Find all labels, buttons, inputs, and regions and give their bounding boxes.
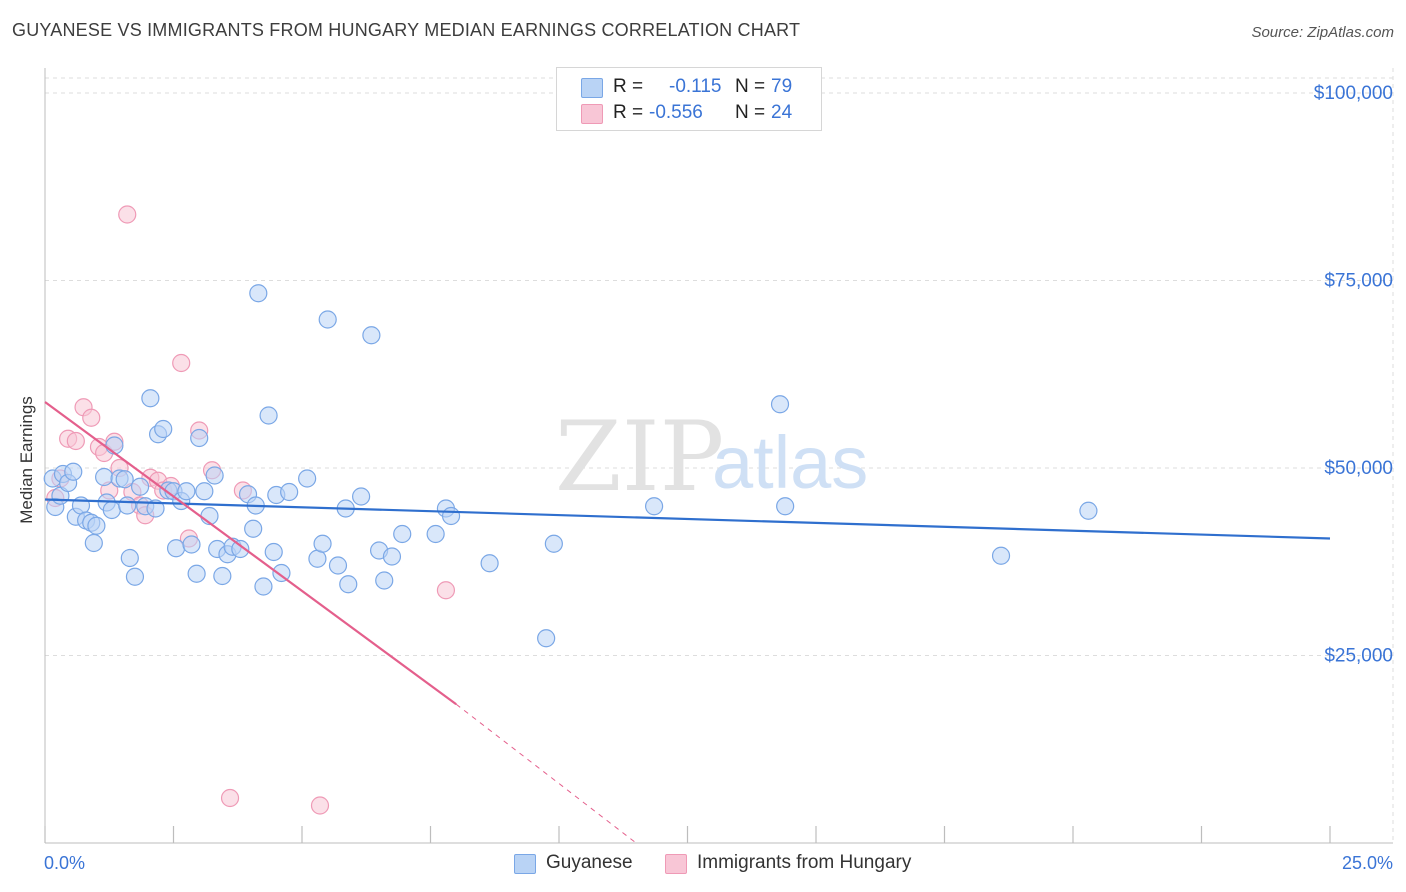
data-point	[118, 205, 137, 224]
data-point	[125, 567, 145, 586]
watermark-atlas: atlas	[712, 421, 868, 504]
data-point	[249, 284, 268, 303]
y-tick-label: $75,000	[1324, 271, 1393, 292]
legend-r-value: -0.556	[649, 102, 703, 123]
data-point	[177, 482, 196, 501]
data-point	[776, 497, 795, 516]
legend-r-label: R =	[613, 76, 644, 97]
data-point	[426, 524, 445, 544]
watermark: ZIP atlas	[555, 401, 868, 513]
x-tick-label-max: 25.0%	[1342, 853, 1393, 873]
series-guyanese-points	[43, 284, 1098, 648]
data-point	[436, 581, 456, 600]
data-point	[339, 575, 358, 594]
data-point	[352, 487, 371, 506]
legend-r-value: -0.115	[669, 76, 722, 97]
data-point	[118, 496, 137, 515]
source-label: Source: ZipAtlas.com	[1251, 24, 1394, 41]
y-tick-label: $50,000	[1324, 458, 1393, 479]
data-point	[254, 577, 273, 596]
data-point	[393, 524, 412, 544]
y-tick-label: $100,000	[1314, 83, 1393, 104]
data-point	[105, 436, 124, 455]
data-point	[441, 506, 461, 526]
data-point	[480, 554, 499, 573]
legend-n-label: N =	[735, 76, 766, 97]
trend-lines	[44, 401, 1331, 844]
data-point	[382, 547, 402, 566]
data-point	[166, 539, 186, 558]
data-point	[146, 499, 165, 518]
data-point	[172, 353, 191, 373]
data-point	[87, 516, 106, 535]
data-point	[272, 563, 291, 583]
data-point	[154, 419, 173, 439]
data-point	[182, 535, 201, 554]
data-point	[770, 395, 790, 414]
data-point	[120, 548, 139, 568]
data-point	[205, 466, 224, 485]
chart-title: GUYANESE VS IMMIGRANTS FROM HUNGARY MEDI…	[12, 20, 801, 40]
data-point	[190, 428, 209, 448]
data-point	[310, 796, 330, 815]
data-point	[95, 467, 114, 487]
data-point	[187, 564, 206, 583]
legend-r-label: R =	[613, 102, 644, 123]
data-point	[102, 500, 121, 520]
legend-swatch-blue	[581, 78, 603, 98]
data-point	[220, 788, 240, 808]
data-point	[130, 477, 150, 496]
data-point	[375, 571, 394, 590]
bottom-swatch-pink	[665, 854, 687, 874]
data-point	[280, 482, 299, 502]
data-point	[544, 534, 563, 553]
bottom-legend-label: Guyanese	[546, 852, 633, 873]
axes	[44, 68, 1393, 844]
data-point	[244, 519, 263, 538]
data-point	[991, 546, 1011, 565]
data-point	[195, 482, 214, 501]
data-point	[115, 470, 134, 489]
data-point	[1079, 501, 1098, 520]
trend-line-guyanese	[44, 498, 1331, 540]
x-tick-label-min: 0.0%	[44, 853, 85, 873]
data-point	[264, 542, 283, 562]
data-point	[231, 539, 250, 559]
legend-n-value: 24	[771, 102, 793, 123]
data-point	[141, 389, 160, 408]
y-axis-label: Median Earnings	[17, 396, 36, 524]
correlation-legend: R = -0.115 N = 79 R = -0.556 N = 24	[556, 67, 822, 131]
data-point	[328, 556, 348, 575]
data-point	[66, 431, 85, 451]
data-point	[213, 566, 232, 586]
legend-n-label: N =	[735, 102, 766, 123]
data-point	[82, 408, 101, 427]
bottom-swatch-blue	[514, 854, 536, 874]
watermark-zip: ZIP	[555, 401, 724, 513]
legend-swatch-pink	[581, 104, 603, 124]
data-point	[318, 310, 337, 329]
data-point	[362, 326, 381, 345]
legend-n-value: 79	[771, 76, 793, 97]
data-point	[259, 406, 278, 425]
trend-line-hungary	[44, 401, 457, 706]
y-tick-label: $25,000	[1324, 646, 1393, 667]
data-point	[313, 534, 332, 553]
data-point	[644, 497, 664, 516]
y-tick-labels: $25,000 $50,000 $75,000 $100,000	[1314, 83, 1393, 667]
trend-line-hungary-extension	[455, 703, 637, 844]
data-point	[64, 462, 83, 481]
data-point	[84, 533, 103, 553]
data-point	[537, 629, 556, 648]
bottom-legend-label: Immigrants from Hungary	[697, 852, 912, 873]
data-point	[298, 469, 317, 488]
